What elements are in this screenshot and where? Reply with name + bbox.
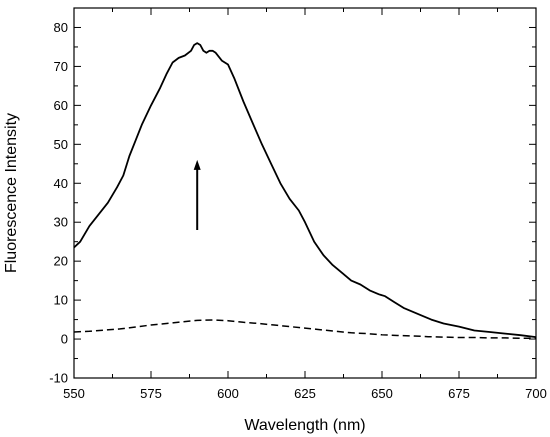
- y-tick-label: -10: [49, 371, 68, 386]
- y-tick-label: 10: [54, 293, 68, 308]
- y-tick-label: 60: [54, 98, 68, 113]
- arrow-head: [193, 159, 201, 170]
- x-tick-label: 600: [217, 386, 239, 401]
- x-tick-label: 550: [63, 386, 85, 401]
- plot-frame: [73, 7, 537, 379]
- y-axis-ticks: -10 0 10 20 30 40 50 60 70 80: [49, 7, 536, 386]
- y-tick-label: 0: [61, 332, 68, 347]
- y-tick-label: 30: [54, 215, 68, 230]
- series-layer: [73, 42, 537, 340]
- annotation-layer: [193, 159, 201, 230]
- x-tick-label: 625: [294, 386, 316, 401]
- y-tick-label: 20: [54, 254, 68, 269]
- series-line-dashed: [73, 319, 536, 340]
- y-tick-label: 40: [54, 176, 68, 191]
- y-tick-label: 50: [54, 137, 68, 152]
- y-axis-title: Fluorescence Intensity: [3, 113, 20, 273]
- x-tick-label: 650: [371, 386, 393, 401]
- y-tick-label: 70: [54, 59, 68, 74]
- series-line-solid: [73, 42, 537, 338]
- x-tick-label: 675: [448, 386, 470, 401]
- x-axis-title: Wavelength (nm): [244, 417, 365, 434]
- x-tick-label: 700: [525, 386, 547, 401]
- y-tick-label: 80: [54, 20, 68, 35]
- x-axis-ticks: 550 575 600 625 650 675 700: [63, 8, 547, 401]
- x-tick-label: 575: [140, 386, 162, 401]
